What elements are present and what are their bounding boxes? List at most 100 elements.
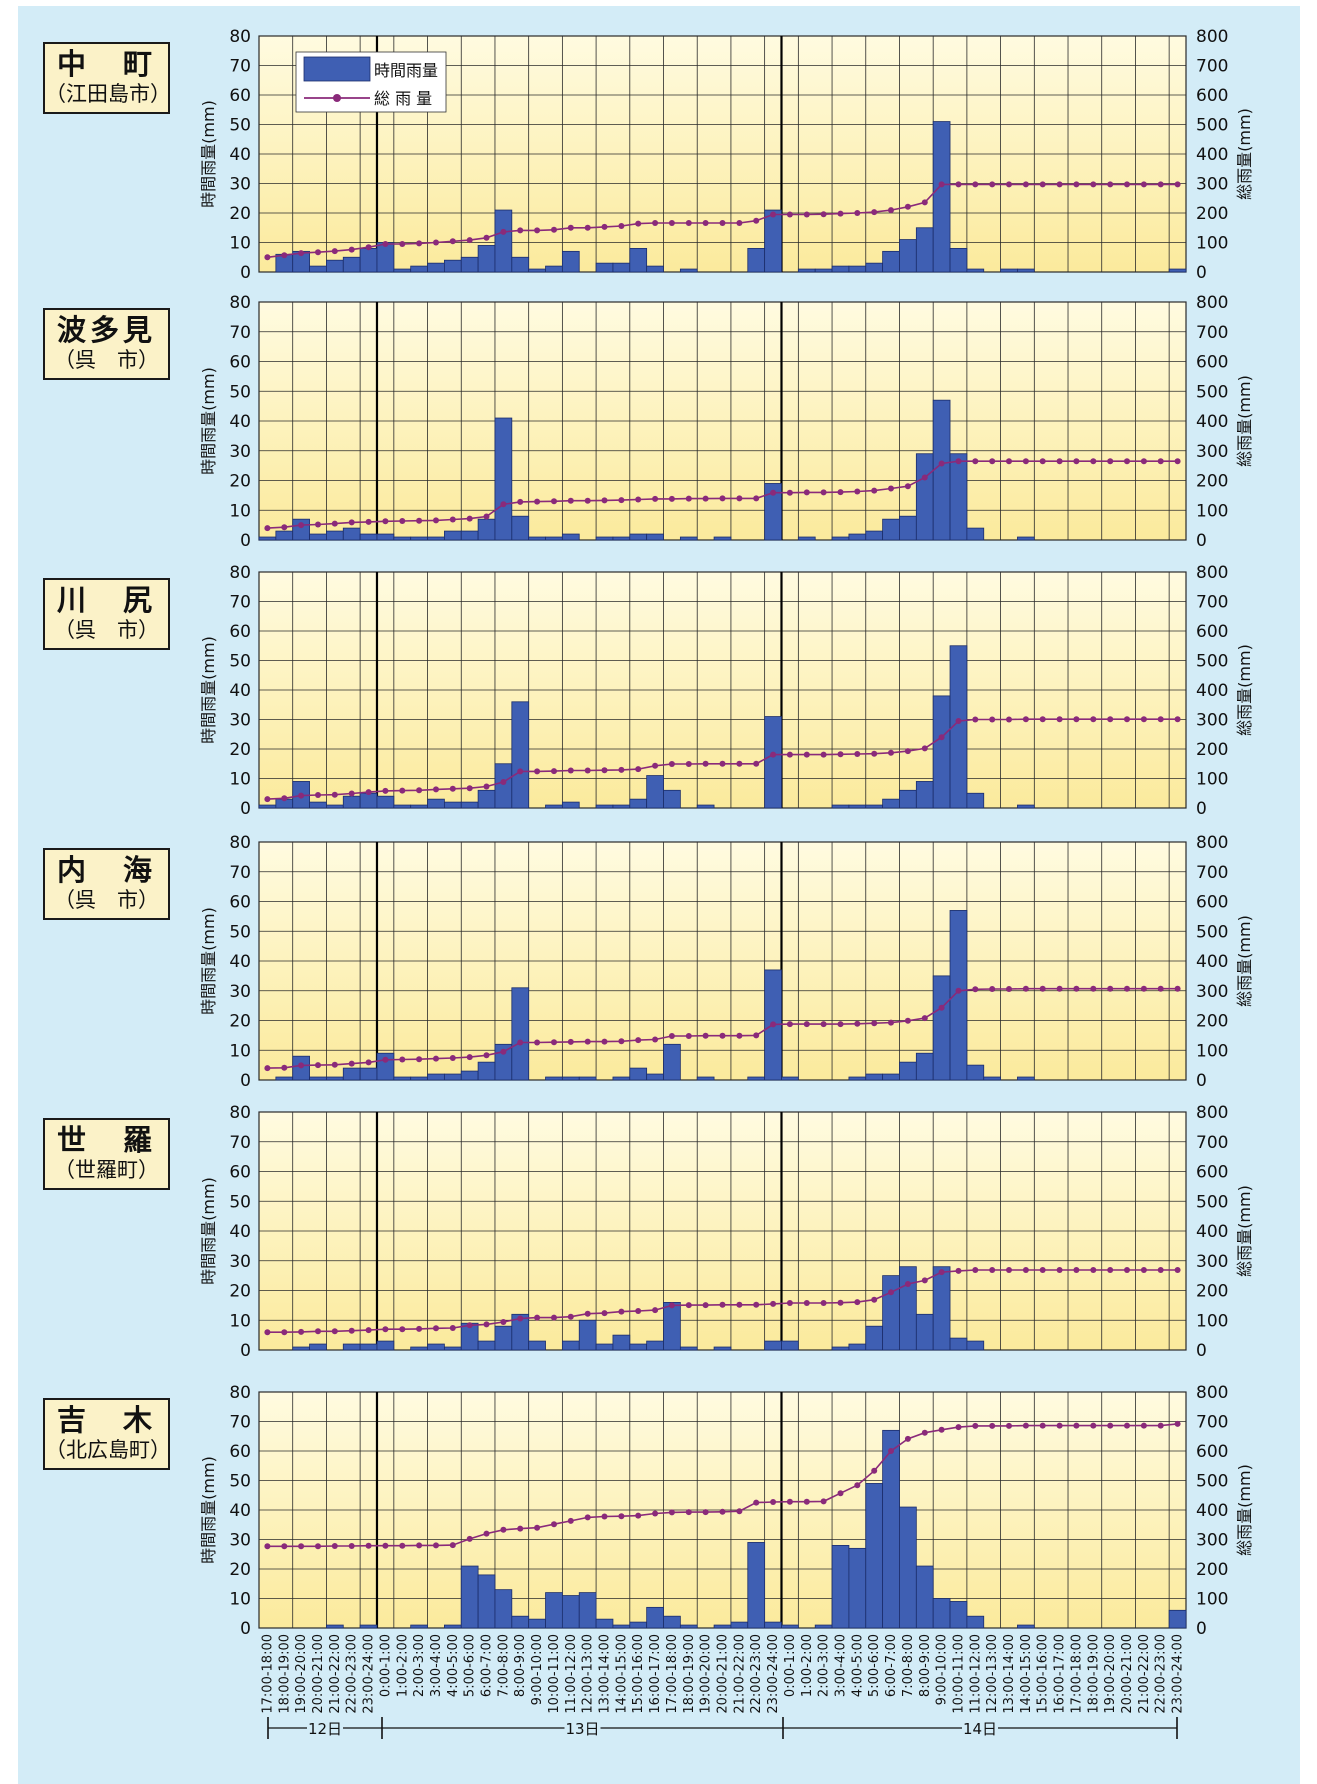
- total-point: [315, 1543, 321, 1550]
- hourly-bar: [966, 792, 985, 809]
- right-tick-label: 100: [1196, 234, 1228, 254]
- right-tick-label: 600: [1196, 893, 1228, 913]
- left-tick-label: 60: [229, 1163, 251, 1183]
- total-point: [719, 220, 726, 226]
- hourly-bar: [848, 1343, 867, 1351]
- hourly-bar: [932, 1598, 951, 1629]
- total-point: [668, 1033, 675, 1039]
- hourly-bar: [882, 1429, 900, 1629]
- total-point: [652, 1510, 659, 1517]
- total-point: [567, 1038, 574, 1045]
- hourly-bar: [342, 527, 361, 541]
- total-point: [871, 1020, 878, 1027]
- total-point: [719, 495, 726, 502]
- hourly-bar: [899, 239, 917, 273]
- right-tick-label: 300: [1196, 442, 1228, 462]
- hourly-bar: [359, 533, 378, 541]
- right-tick-label: 700: [1196, 323, 1228, 343]
- hourly-bar: [764, 483, 782, 541]
- total-point: [298, 1328, 305, 1335]
- hourly-bar: [1168, 1609, 1187, 1629]
- hourly-bar: [1168, 268, 1187, 273]
- total-point: [938, 734, 945, 741]
- total-point: [736, 220, 743, 226]
- hourly-bar: [747, 1076, 766, 1081]
- hourly-bar: [309, 801, 327, 809]
- total-point: [888, 1448, 894, 1454]
- hourly-bar: [443, 259, 462, 273]
- total-point: [871, 1296, 878, 1303]
- left-tick-label: 70: [229, 57, 251, 77]
- total-point: [1174, 181, 1181, 188]
- right-tick-label: 200: [1196, 204, 1228, 224]
- total-point: [1107, 1422, 1114, 1429]
- total-point: [584, 497, 591, 504]
- hourly-bar: [831, 1346, 850, 1351]
- hourly-bar: [915, 453, 934, 541]
- left-tick-label: 0: [240, 799, 251, 819]
- total-point: [1090, 1267, 1097, 1273]
- hourly-bar: [646, 533, 664, 541]
- total-point: [416, 517, 423, 524]
- hourly-bar: [966, 527, 985, 541]
- total-point: [1174, 1420, 1181, 1427]
- total-point: [551, 1521, 557, 1528]
- hourly-bar: [899, 1061, 917, 1081]
- right-tick-label: 0: [1196, 531, 1207, 551]
- right-tick-label: 100: [1196, 770, 1228, 790]
- total-point: [904, 203, 911, 210]
- total-point: [786, 1021, 793, 1028]
- x-tick-label: 23:00-24:00: [766, 1634, 781, 1714]
- total-point: [837, 1490, 844, 1497]
- total-point: [888, 1019, 894, 1026]
- total-point: [298, 1543, 305, 1550]
- day-label: 12日: [308, 1720, 342, 1738]
- hourly-bar: [713, 1624, 732, 1629]
- hourly-bar: [494, 763, 513, 809]
- station-city: （呉 市）: [54, 348, 159, 372]
- total-point: [1124, 1267, 1130, 1273]
- total-point: [1174, 1267, 1181, 1273]
- hourly-bar: [342, 795, 361, 809]
- total-point: [1039, 1422, 1046, 1429]
- right-tick-label: 800: [1196, 833, 1228, 853]
- hourly-bar: [477, 1340, 496, 1351]
- x-tick-label: 16:00-17:00: [1053, 1634, 1068, 1714]
- total-point: [786, 1300, 793, 1306]
- right-tick-label: 700: [1196, 1133, 1228, 1153]
- legend-line-marker: [333, 94, 341, 102]
- total-point: [281, 524, 288, 531]
- total-point: [584, 224, 591, 231]
- left-tick-label: 0: [240, 263, 251, 283]
- hourly-bar: [663, 1302, 681, 1351]
- hourly-bar: [326, 530, 344, 541]
- left-tick-label: 30: [229, 442, 251, 462]
- total-point: [348, 1060, 355, 1067]
- hourly-bar: [326, 1076, 344, 1081]
- hourly-bar: [663, 1043, 681, 1081]
- total-point: [567, 497, 574, 504]
- station-name: 中 町: [56, 47, 156, 81]
- total-point: [517, 227, 524, 234]
- x-tick-label: 21:00-22:00: [328, 1634, 343, 1714]
- hourly-bar: [393, 1076, 412, 1081]
- total-point: [955, 1424, 962, 1431]
- x-tick-label: 17:00-18:00: [665, 1634, 680, 1714]
- total-point: [382, 241, 389, 247]
- hourly-bar: [342, 1067, 361, 1081]
- total-point: [1022, 1422, 1029, 1429]
- hourly-bar: [848, 1547, 867, 1629]
- total-point: [567, 224, 574, 231]
- hourly-bar: [511, 256, 530, 273]
- total-point: [1090, 985, 1097, 992]
- total-point: [1056, 181, 1063, 188]
- left-tick-label: 40: [229, 1222, 251, 1242]
- total-point: [854, 751, 861, 757]
- right-tick-label: 500: [1196, 652, 1228, 672]
- station-label-box: 内 海（呉 市）: [43, 848, 170, 920]
- hourly-bar: [646, 775, 664, 809]
- total-point: [264, 796, 271, 803]
- total-point: [685, 220, 692, 226]
- total-point: [1056, 1422, 1063, 1429]
- x-tick-label: 15:00-16:00: [1036, 1634, 1051, 1714]
